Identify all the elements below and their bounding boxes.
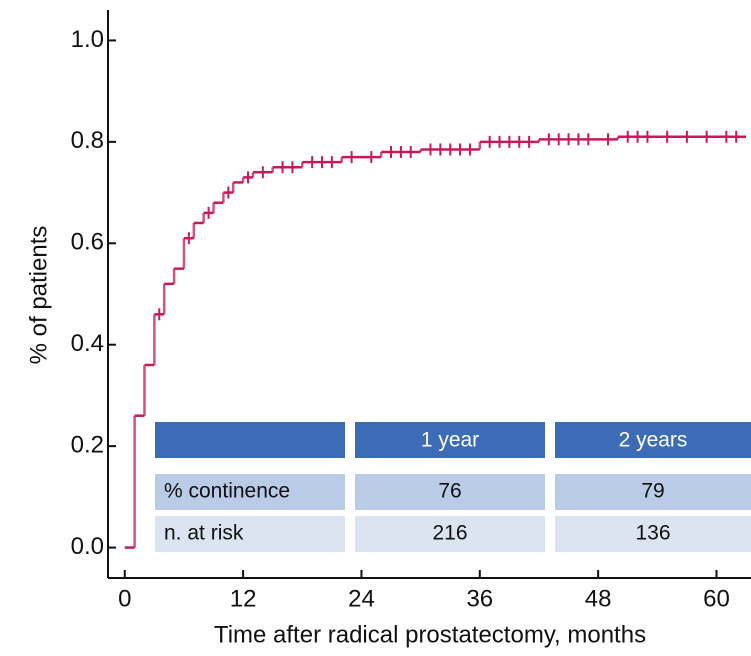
y-tick-label: 0.8 — [71, 127, 104, 154]
table-cell — [155, 474, 345, 510]
table-value: 216 — [432, 522, 467, 545]
x-tick-label: 36 — [466, 585, 493, 612]
table-header: 2 years — [619, 429, 688, 452]
table-cell — [355, 474, 545, 510]
y-tick-label: 0.6 — [71, 229, 104, 256]
y-tick-label: 0.4 — [71, 330, 104, 357]
x-axis-label: Time after radical prostatectomy, months — [214, 621, 646, 648]
table-value: 79 — [641, 480, 664, 503]
y-tick-label: 0.0 — [71, 533, 104, 560]
table-cell — [155, 516, 345, 552]
table-header-cell — [355, 422, 545, 458]
x-tick-label: 12 — [230, 585, 257, 612]
y-tick-label: 1.0 — [71, 26, 104, 53]
table-value: 76 — [438, 480, 461, 503]
table-header-cell — [155, 422, 345, 458]
table-cell — [555, 474, 751, 510]
table-header: 1 year — [421, 429, 479, 452]
table-cell — [555, 516, 751, 552]
table-cell — [355, 516, 545, 552]
x-tick-label: 24 — [348, 585, 375, 612]
x-tick-label: 0 — [118, 585, 131, 612]
table-row-label: n. at risk — [164, 522, 244, 545]
x-tick-label: 48 — [585, 585, 612, 612]
y-axis-label: % of patients — [25, 226, 52, 365]
table-value: 136 — [635, 522, 670, 545]
y-tick-label: 0.2 — [71, 431, 104, 458]
table-header-cell — [555, 422, 751, 458]
table-row-label: % continence — [164, 480, 290, 503]
x-tick-label: 60 — [703, 585, 730, 612]
